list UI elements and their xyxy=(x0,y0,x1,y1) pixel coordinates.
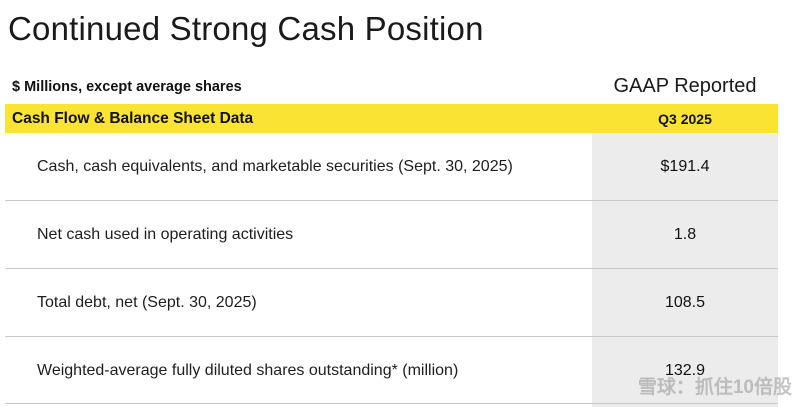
value-column-background xyxy=(592,133,778,407)
row-divider xyxy=(5,268,778,269)
row-divider xyxy=(5,403,778,404)
table-row: Cash, cash equivalents, and marketable s… xyxy=(5,133,778,200)
page-title: Continued Strong Cash Position xyxy=(8,10,484,47)
row-value: 108.5 xyxy=(664,294,706,311)
row-label: Cash, cash equivalents, and marketable s… xyxy=(37,158,513,175)
section-label: Cash Flow & Balance Sheet Data xyxy=(12,110,254,127)
row-label: Total debt, net (Sept. 30, 2025) xyxy=(37,294,257,311)
table-row: Weighted-average fully diluted shares ou… xyxy=(5,337,778,404)
table-row: Total debt, net (Sept. 30, 2025) 108.5 xyxy=(5,269,778,336)
section-period: Q3 2025 xyxy=(658,111,712,127)
row-divider xyxy=(5,200,778,201)
watermark: 雪球：抓住10倍股 xyxy=(637,377,792,398)
row-value: $191.4 xyxy=(660,158,710,175)
row-value: 1.8 xyxy=(673,226,697,243)
row-label: Net cash used in operating activities xyxy=(37,226,294,243)
row-value: 132.9 xyxy=(664,362,706,379)
column-header-gaap: GAAP Reported xyxy=(613,75,757,97)
section-header: Cash Flow & Balance Sheet Data Q3 2025 xyxy=(5,104,778,133)
row-label: Weighted-average fully diluted shares ou… xyxy=(37,362,459,379)
table-row: Net cash used in operating activities 1.… xyxy=(5,201,778,268)
units-note: $ Millions, except average shares xyxy=(12,79,242,95)
row-divider xyxy=(5,336,778,337)
